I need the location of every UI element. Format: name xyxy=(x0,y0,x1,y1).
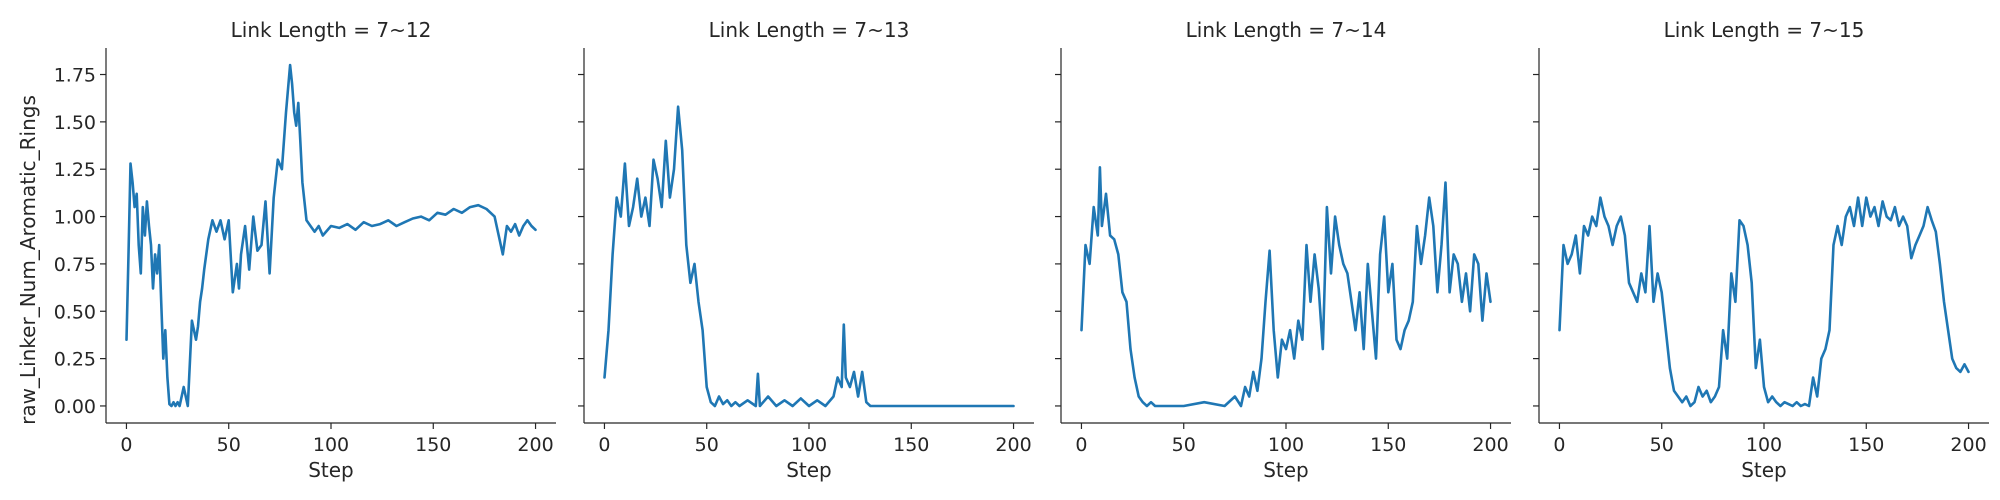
x-tick-label: 50 xyxy=(695,434,719,456)
x-tick-label: 0 xyxy=(598,434,610,456)
facet-panel-2: Link Length = 7~13 0 50 100 150 200 Step xyxy=(578,18,1034,482)
y-tick-label: 1.00 xyxy=(54,207,96,229)
x-tick-label: 200 xyxy=(995,434,1031,456)
panel-title: Link Length = 7~12 xyxy=(231,18,432,42)
x-tick-label: 150 xyxy=(1848,434,1884,456)
x-tick-label: 100 xyxy=(791,434,827,456)
series-line xyxy=(603,105,1015,408)
y-tick-label: 1.50 xyxy=(54,112,96,134)
y-tick-label: 0.00 xyxy=(54,396,96,418)
panel-title: Link Length = 7~14 xyxy=(1186,18,1387,42)
x-tick-label: 100 xyxy=(313,434,349,456)
x-tick-label: 0 xyxy=(120,434,132,456)
x-tick-label: 50 xyxy=(1650,434,1674,456)
x-tick-label: 200 xyxy=(1472,434,1508,456)
x-tick-label: 0 xyxy=(1075,434,1087,456)
x-axis-label: Step xyxy=(308,458,354,482)
y-tick-label: 1.25 xyxy=(54,159,96,181)
facet-panel-4: Link Length = 7~15 0 50 100 150 200 Step xyxy=(1533,18,1989,482)
x-tick-label: 150 xyxy=(1370,434,1406,456)
y-tick-label: 1.75 xyxy=(54,65,96,87)
x-tick-label: 150 xyxy=(893,434,929,456)
x-tick-label: 0 xyxy=(1553,434,1565,456)
series-line xyxy=(1558,196,1970,408)
series-line xyxy=(125,63,537,408)
series-line xyxy=(1080,166,1492,408)
x-tick-label: 200 xyxy=(517,434,553,456)
x-axis-label: Step xyxy=(1263,458,1309,482)
x-axis-label: Step xyxy=(786,458,832,482)
y-tick-label: 0.75 xyxy=(54,254,96,276)
x-tick-label: 50 xyxy=(1172,434,1196,456)
x-tick-label: 200 xyxy=(1950,434,1986,456)
x-tick-label: 100 xyxy=(1746,434,1782,456)
facet-panel-1: Link Length = 7~12 0.00 0.25 0.50 0.75 1.00 1.… xyxy=(54,18,556,482)
facet-panel-3: Link Length = 7~14 0 50 100 150 200 Step xyxy=(1055,18,1511,482)
x-tick-label: 100 xyxy=(1268,434,1304,456)
y-axis-label: raw_Linker_Num_Aromatic_Rings xyxy=(16,95,40,425)
y-tick-label: 0.50 xyxy=(54,301,96,323)
panel-title: Link Length = 7~13 xyxy=(709,18,910,42)
y-tick-label: 0.25 xyxy=(54,349,96,371)
x-axis-label: Step xyxy=(1741,458,1787,482)
x-tick-label: 50 xyxy=(217,434,241,456)
panel-title: Link Length = 7~15 xyxy=(1664,18,1865,42)
x-tick-label: 150 xyxy=(415,434,451,456)
